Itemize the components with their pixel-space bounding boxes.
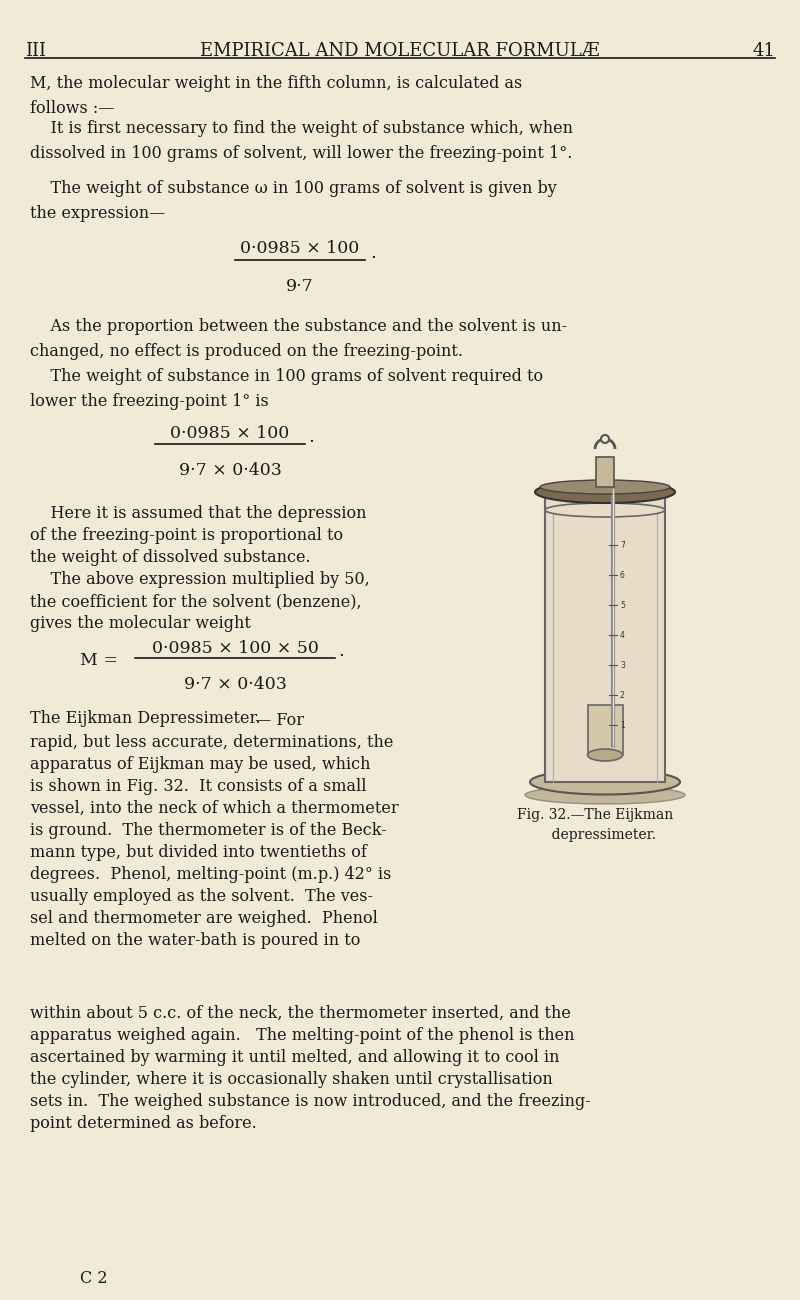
Text: gives the molecular weight: gives the molecular weight bbox=[30, 615, 251, 632]
Text: the weight of dissolved substance.: the weight of dissolved substance. bbox=[30, 549, 310, 566]
Text: sel and thermometer are weighed.  Phenol: sel and thermometer are weighed. Phenol bbox=[30, 910, 378, 927]
Text: 0·0985 × 100: 0·0985 × 100 bbox=[240, 240, 360, 257]
Text: degrees.  Phenol, melting-point (m.p.) 42° is: degrees. Phenol, melting-point (m.p.) 42… bbox=[30, 866, 391, 883]
Text: The Eijkman Depressimeter.: The Eijkman Depressimeter. bbox=[30, 710, 261, 727]
Text: .: . bbox=[338, 642, 344, 660]
Text: is shown in Fig. 32.  It consists of a small: is shown in Fig. 32. It consists of a sm… bbox=[30, 777, 366, 796]
Text: rapid, but less accurate, determinations, the: rapid, but less accurate, determinations… bbox=[30, 734, 394, 751]
Text: — For: — For bbox=[250, 712, 304, 729]
Text: the cylinder, where it is occasionally shaken until crystallisation: the cylinder, where it is occasionally s… bbox=[30, 1071, 553, 1088]
Ellipse shape bbox=[535, 481, 675, 503]
Text: apparatus weighed again.   The melting-point of the phenol is then: apparatus weighed again. The melting-poi… bbox=[30, 1027, 574, 1044]
Text: is ground.  The thermometer is of the Beck-: is ground. The thermometer is of the Bec… bbox=[30, 822, 386, 838]
Text: mann type, but divided into twentieths of: mann type, but divided into twentieths o… bbox=[30, 844, 367, 861]
Text: melted on the water-bath is poured in to: melted on the water-bath is poured in to bbox=[30, 932, 360, 949]
Text: 0·0985 × 100: 0·0985 × 100 bbox=[170, 425, 290, 442]
Text: 7: 7 bbox=[620, 541, 625, 550]
Text: usually employed as the solvent.  The ves-: usually employed as the solvent. The ves… bbox=[30, 888, 373, 905]
Text: The above expression multiplied by 50,: The above expression multiplied by 50, bbox=[30, 571, 370, 588]
Text: M =: M = bbox=[80, 653, 118, 670]
Text: It is first necessary to find the weight of substance which, when
dissolved in 1: It is first necessary to find the weight… bbox=[30, 120, 573, 161]
Ellipse shape bbox=[545, 503, 665, 517]
Text: Here it is assumed that the depression: Here it is assumed that the depression bbox=[30, 504, 366, 523]
Ellipse shape bbox=[587, 749, 622, 760]
Text: the coefficient for the solvent (benzene),: the coefficient for the solvent (benzene… bbox=[30, 593, 362, 610]
Circle shape bbox=[601, 436, 609, 443]
Text: EMPIRICAL AND MOLECULAR FORMULÆ: EMPIRICAL AND MOLECULAR FORMULÆ bbox=[200, 42, 600, 60]
Text: apparatus of Eijkman may be used, which: apparatus of Eijkman may be used, which bbox=[30, 757, 370, 773]
Ellipse shape bbox=[525, 786, 685, 803]
Text: 9·7 × 0·403: 9·7 × 0·403 bbox=[178, 462, 282, 478]
Bar bbox=[587, 705, 622, 755]
Text: As the proportion between the substance and the solvent is un-
changed, no effec: As the proportion between the substance … bbox=[30, 318, 567, 360]
Text: .: . bbox=[308, 428, 314, 446]
Text: Fig. 32.—The Eijkman
    depressimeter.: Fig. 32.—The Eijkman depressimeter. bbox=[517, 809, 673, 841]
Ellipse shape bbox=[530, 770, 680, 794]
Text: within about 5 c.c. of the neck, the thermometer inserted, and the: within about 5 c.c. of the neck, the the… bbox=[30, 1005, 571, 1022]
Text: III: III bbox=[25, 42, 46, 60]
Text: 4: 4 bbox=[620, 630, 625, 640]
Text: sets in.  The weighed substance is now introduced, and the freezing-: sets in. The weighed substance is now in… bbox=[30, 1093, 590, 1110]
Text: 9·7 × 0·403: 9·7 × 0·403 bbox=[183, 676, 286, 693]
Text: of the freezing-point is proportional to: of the freezing-point is proportional to bbox=[30, 526, 343, 543]
Text: ascertained by warming it until melted, and allowing it to cool in: ascertained by warming it until melted, … bbox=[30, 1049, 559, 1066]
Text: 0·0985 × 100 × 50: 0·0985 × 100 × 50 bbox=[151, 640, 318, 656]
Text: 41: 41 bbox=[752, 42, 775, 60]
Bar bbox=[545, 491, 665, 783]
Text: 9·7: 9·7 bbox=[286, 278, 314, 295]
Text: 3: 3 bbox=[620, 660, 625, 670]
Bar bbox=[596, 458, 614, 488]
Text: vessel, into the neck of which a thermometer: vessel, into the neck of which a thermom… bbox=[30, 800, 398, 816]
Text: 2: 2 bbox=[620, 690, 625, 699]
Text: The weight of substance ω in 100 grams of solvent is given by
the expression—: The weight of substance ω in 100 grams o… bbox=[30, 179, 557, 222]
Text: M, the molecular weight in the fifth column, is calculated as
follows :—: M, the molecular weight in the fifth col… bbox=[30, 75, 522, 117]
Text: point determined as before.: point determined as before. bbox=[30, 1115, 257, 1132]
Text: 6: 6 bbox=[620, 571, 625, 580]
Text: The weight of substance in 100 grams of solvent required to
lower the freezing-p: The weight of substance in 100 grams of … bbox=[30, 368, 543, 410]
Text: C 2: C 2 bbox=[80, 1270, 107, 1287]
Text: 5: 5 bbox=[620, 601, 625, 610]
Text: 1: 1 bbox=[620, 720, 625, 729]
Ellipse shape bbox=[540, 480, 670, 494]
Text: .: . bbox=[370, 244, 376, 263]
